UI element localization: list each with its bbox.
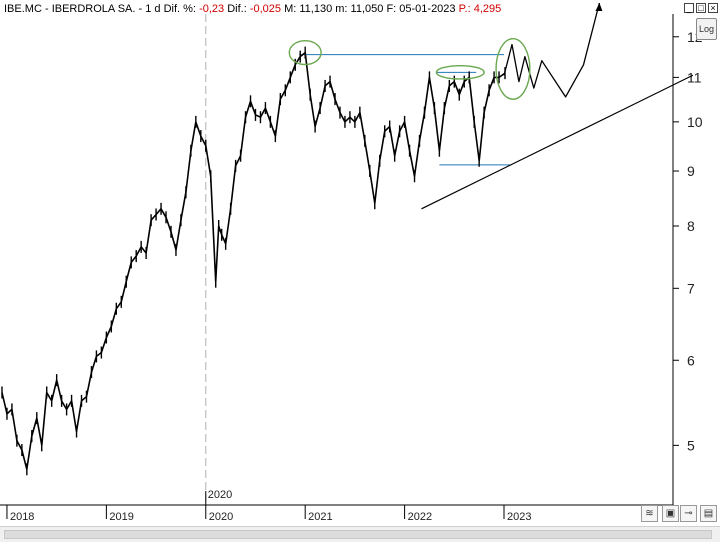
y-tick-label: 5: [687, 437, 695, 453]
company-name: IBERDROLA SA.: [51, 3, 136, 15]
minimize-button[interactable]: _: [684, 3, 694, 13]
y-tick-label: 11: [687, 69, 702, 85]
y-tick-label: 10: [687, 114, 703, 130]
highlight-ellipse: [288, 39, 322, 66]
dif-pct-value: -0,23: [199, 3, 225, 15]
dif-pct-label: Dif. %:: [163, 3, 196, 15]
save-icon[interactable]: ▣: [662, 505, 679, 522]
pin-icon[interactable]: ⊸: [680, 505, 697, 522]
projection-path: [503, 2, 601, 98]
y-tick-label: 6: [687, 352, 695, 368]
x-tick-label: 2020: [209, 511, 233, 523]
x-tick-label: 2023: [507, 511, 531, 523]
maximize-button[interactable]: □: [696, 3, 706, 13]
x-tick-label: 2018: [10, 511, 34, 523]
close-button[interactable]: ×: [708, 3, 718, 13]
dif-label: Dif.:: [227, 3, 247, 15]
price-value: P.: 4,295: [458, 3, 502, 15]
y-tick-label: 9: [687, 163, 695, 179]
date-value: F: 05-01-2023: [386, 3, 456, 15]
log-scale-button[interactable]: Log: [696, 18, 717, 40]
low-value: m: 11,050: [335, 3, 384, 15]
projection-arrowhead: [595, 3, 603, 12]
y-tick-label: 7: [687, 280, 695, 296]
ticker: IBE.MC: [4, 3, 42, 15]
scrollbar-thumb[interactable]: [4, 530, 712, 539]
x-tick-label: 2022: [408, 511, 432, 523]
highlight-ellipse: [435, 64, 485, 80]
highlight-ellipse: [495, 38, 531, 100]
export-icon[interactable]: ▤: [700, 505, 717, 522]
y-tick-label: 8: [687, 218, 695, 234]
dif-value: -0,025: [249, 3, 282, 15]
horizontal-scrollbar[interactable]: [0, 526, 720, 542]
autoscale-icon[interactable]: ≋: [641, 505, 658, 522]
high-value: M: 11,130: [284, 3, 333, 15]
interval: 1 d: [145, 3, 161, 15]
trendline: [421, 74, 694, 210]
x-tick-label: 2021: [308, 511, 332, 523]
chart-header: IBE.MC - IBERDROLA SA. - 1 d Dif. %: -0,…: [4, 3, 502, 15]
price-series-line: [1, 51, 506, 471]
x-tick-label: 2019: [109, 511, 133, 523]
year-marker-label: 2020: [208, 489, 232, 501]
